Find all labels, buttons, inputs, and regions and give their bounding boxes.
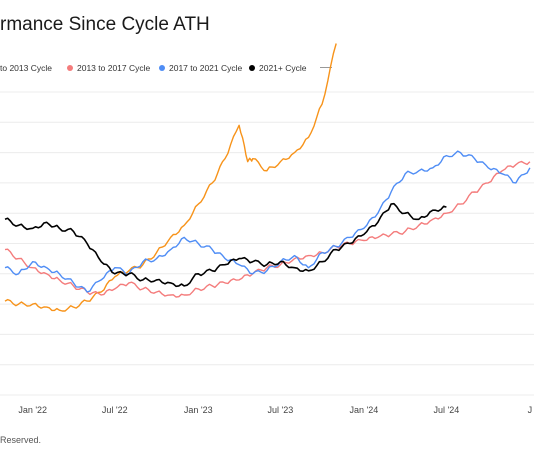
footer-text: Reserved. xyxy=(0,435,42,445)
x-tick-label: J xyxy=(528,405,533,415)
x-tick-label: Jan '24 xyxy=(350,405,379,415)
series-line-4 xyxy=(4,202,447,288)
x-tick-label: Jan '22 xyxy=(18,405,47,415)
x-tick-label: Jan '23 xyxy=(184,405,213,415)
x-tick-label: Jul '24 xyxy=(434,405,460,415)
x-tick-label: Jul '23 xyxy=(268,405,294,415)
series-line-2 xyxy=(4,160,531,298)
chart-title: rmance Since Cycle ATH xyxy=(0,14,210,35)
legend-item-4[interactable]: 2021+ Cycle xyxy=(249,63,307,73)
series-group xyxy=(4,43,531,312)
legend-item-2[interactable]: 2013 to 2017 Cycle xyxy=(67,63,150,73)
series-line-3 xyxy=(4,150,531,293)
legend-dot xyxy=(249,65,255,71)
series-line-1 xyxy=(4,43,337,312)
grid-lines xyxy=(0,91,534,396)
x-axis-ticks: Jan '22 Jul '22 Jan '23 Jul '23 Jan '24 Jul '… xyxy=(18,405,532,415)
horizontal-line-icon[interactable] xyxy=(320,67,332,68)
legend-label: 2021+ Cycle xyxy=(259,63,307,73)
legend-label: to 2013 Cycle xyxy=(0,63,52,73)
legend-item-3[interactable]: 2017 to 2021 Cycle xyxy=(159,63,242,73)
legend-dot xyxy=(67,65,73,71)
legend: to 2013 Cycle 2013 to 2017 Cycle 2017 to… xyxy=(0,63,534,77)
legend-item-1[interactable]: to 2013 Cycle xyxy=(0,63,52,73)
legend-dot xyxy=(159,65,165,71)
legend-label: 2013 to 2017 Cycle xyxy=(77,63,151,73)
legend-label: 2017 to 2021 Cycle xyxy=(169,63,243,73)
x-tick-label: Jul '22 xyxy=(102,405,128,415)
